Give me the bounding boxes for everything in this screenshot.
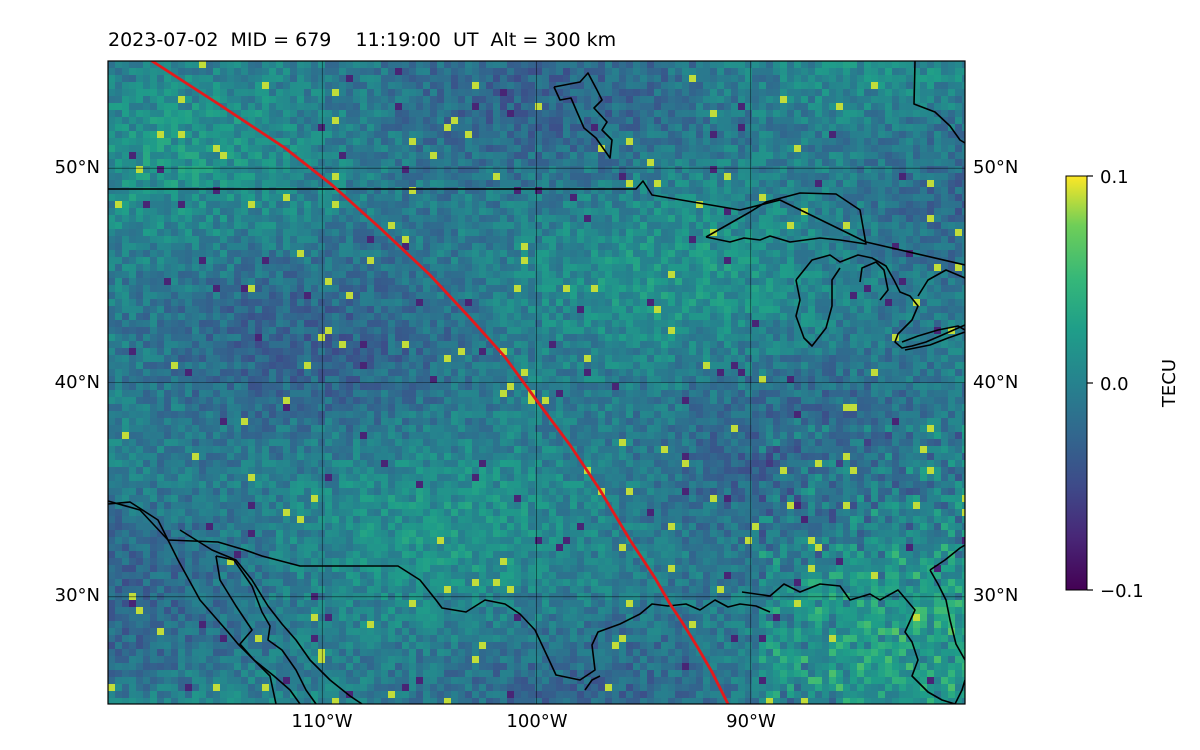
great-lakes-south: [904, 331, 965, 351]
lake-huron: [859, 261, 889, 301]
colorbar: 0.1 0.0 −0.1 TECU: [1065, 167, 1180, 602]
lat-tick-label: 30°N: [973, 585, 1018, 606]
lake-superior: [705, 192, 867, 245]
lat-tick-label: 50°N: [55, 157, 100, 178]
lake-michigan: [795, 254, 965, 349]
coastlines-borders: [108, 61, 965, 704]
lon-tick-label: 110°W: [291, 711, 352, 732]
baja-california: [108, 501, 277, 704]
florida-west: [929, 544, 965, 571]
satellite-track: [150, 61, 730, 704]
florida-east: [929, 569, 965, 661]
gulf-of-california-west: [215, 555, 301, 704]
florida-tip: [954, 679, 965, 704]
us-canada-border: [108, 180, 965, 266]
colorbar-tick-label: 0.0: [1100, 374, 1129, 395]
louisiana-delta: [741, 583, 956, 704]
colorbar-title: TECU: [1159, 359, 1180, 408]
longitude-labels: 110°W 100°W 90°W: [291, 711, 776, 732]
yucatan-stub: [584, 675, 601, 691]
great-lakes-east: [901, 325, 965, 343]
lon-tick-label: 90°W: [726, 711, 776, 732]
colorbar-gradient: [1065, 175, 1088, 591]
latitude-labels-right: 50°N 40°N 30°N: [973, 157, 1018, 606]
pacific-coast-mexico: [179, 529, 363, 704]
northeast-coast: [913, 61, 965, 144]
lat-tick-label: 40°N: [973, 372, 1018, 393]
island-outline: [553, 72, 613, 159]
lat-tick-label: 40°N: [55, 372, 100, 393]
colorbar-tick-label: 0.1: [1100, 167, 1129, 188]
lon-tick-label: 100°W: [506, 711, 567, 732]
gulf-coast: [108, 500, 771, 681]
colorbar-tick-label: −0.1: [1100, 581, 1144, 602]
lake-erie-east: [917, 269, 965, 297]
tec-anomaly-field: [108, 61, 965, 704]
gulf-of-california: [215, 555, 317, 704]
graticule: [108, 61, 965, 704]
lake-michigan-west: [795, 267, 841, 347]
latitude-labels-left: 50°N 40°N 30°N: [55, 157, 100, 606]
lat-tick-label: 50°N: [973, 157, 1018, 178]
lat-tick-label: 30°N: [55, 585, 100, 606]
plot-title: 2023-07-02 MID = 679 11:19:00 UT Alt = 3…: [108, 29, 617, 51]
map-frame: [107, 60, 966, 705]
